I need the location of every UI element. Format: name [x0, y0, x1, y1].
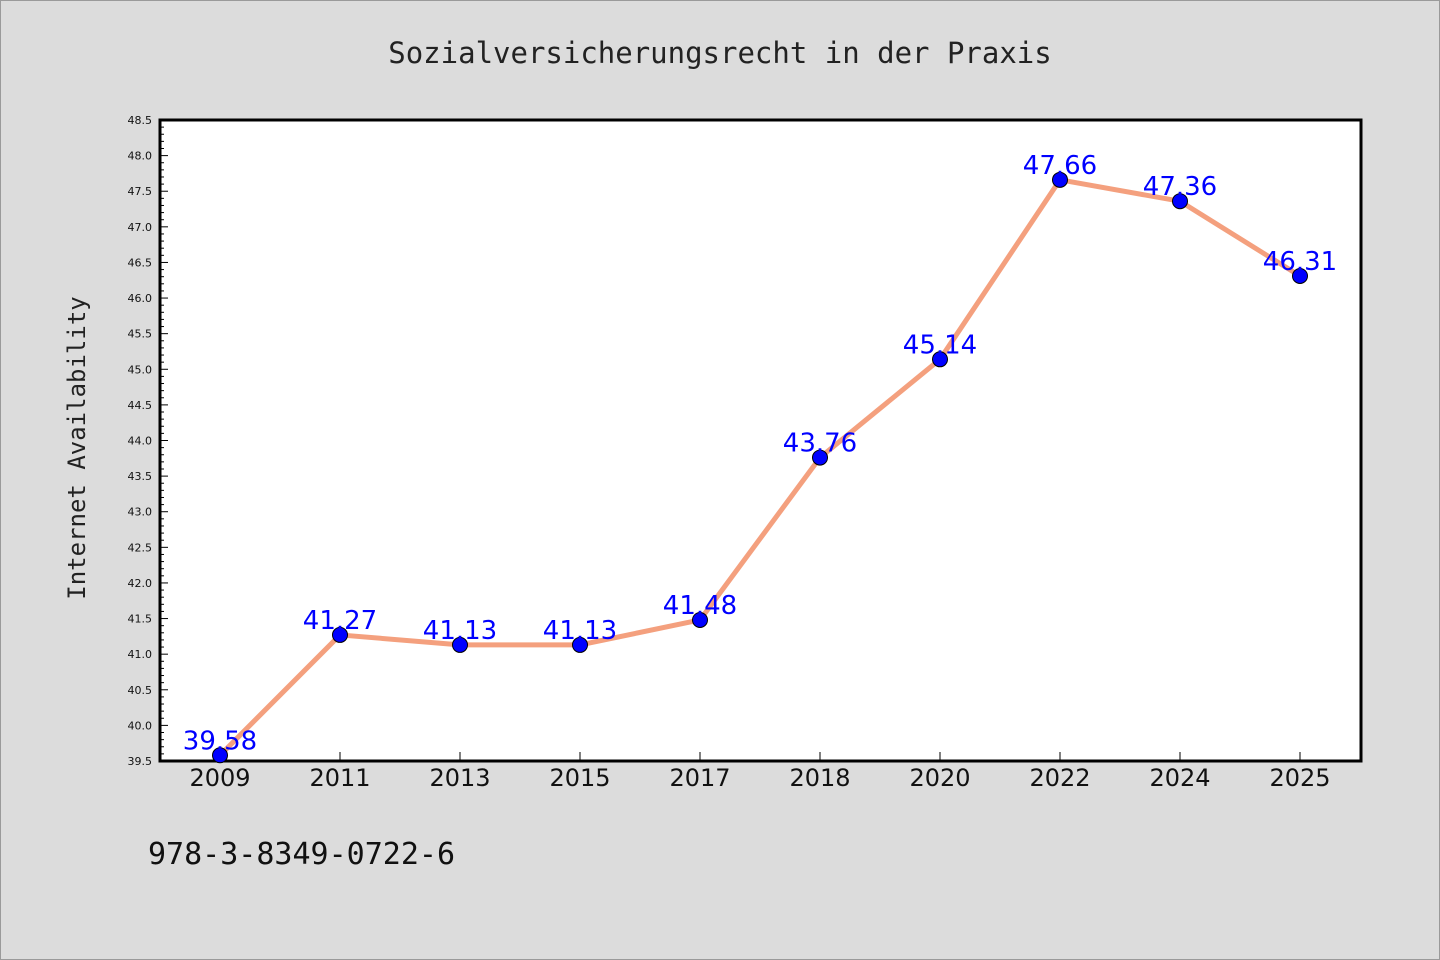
y-tick-label: 40.5: [128, 684, 153, 697]
y-tick-label: 46.5: [128, 256, 153, 269]
y-axis-label: Internet Availability: [63, 296, 91, 599]
data-label: 39.58: [183, 726, 257, 756]
y-tick-label: 48.0: [128, 150, 153, 163]
x-tick-label: 2022: [1029, 764, 1090, 792]
y-tick-label: 44.0: [128, 435, 153, 448]
data-label: 41.48: [663, 591, 737, 621]
y-tick-label: 46.0: [128, 292, 153, 305]
data-label: 41.13: [423, 616, 497, 646]
y-tick-label: 42.0: [128, 577, 153, 590]
data-point: [812, 449, 828, 466]
x-tick-label: 2025: [1269, 764, 1330, 792]
x-tick-label: 2009: [189, 764, 250, 792]
data-point: [332, 626, 348, 643]
x-tick-label: 2013: [429, 764, 490, 792]
data-point: [692, 611, 708, 628]
data-label: 47.36: [1143, 172, 1217, 202]
data-point: [932, 351, 948, 368]
data-label: 43.76: [783, 429, 857, 459]
y-tick-label: 45.0: [128, 363, 153, 376]
x-tick-label: 2015: [549, 764, 610, 792]
data-label: 47.66: [1023, 151, 1097, 181]
y-tick-label: 48.5: [128, 114, 153, 127]
data-label: 46.31: [1263, 247, 1337, 277]
data-label: 41.13: [543, 616, 617, 646]
data-point: [212, 747, 228, 764]
x-tick-label: 2018: [789, 764, 850, 792]
data-point: [1172, 193, 1188, 210]
y-tick-label: 42.5: [128, 541, 153, 554]
y-tick-label: 40.0: [128, 719, 153, 732]
x-tick-label: 2011: [309, 764, 370, 792]
data-point: [1052, 171, 1068, 188]
y-tick-label: 44.5: [128, 399, 153, 412]
y-tick-label: 47.0: [128, 221, 153, 234]
chart-title: Sozialversicherungsrecht in der Praxis: [388, 36, 1051, 70]
data-label: 45.14: [903, 330, 977, 360]
y-tick-label: 43.0: [128, 506, 153, 519]
x-tick-label: 2017: [669, 764, 730, 792]
y-tick-label: 41.0: [128, 648, 153, 661]
plot-area: [158, 118, 1363, 763]
y-tick-label: 43.5: [128, 470, 153, 483]
data-point: [572, 636, 588, 653]
isbn-footer: 978-3-8349-0722-6: [148, 837, 455, 872]
y-tick-label: 41.5: [128, 613, 153, 626]
data-point: [1292, 267, 1308, 284]
data-label: 41.27: [303, 606, 377, 636]
y-tick-label: 47.5: [128, 185, 153, 198]
series-line: [217, 177, 1303, 758]
y-axis: 39.5 40.0 40.5 41.0 41.5 42.0 42.5 43.0 43.5 44.0…: [128, 114, 168, 768]
y-tick-label: 39.5: [128, 755, 153, 768]
data-point: [452, 636, 468, 653]
x-tick-label: 2024: [1149, 764, 1210, 792]
y-tick-label: 45.5: [128, 328, 153, 341]
series-layer: 39.58 41.27 41.13 41.13 41.48 43.76 45.14 47.66…: [183, 151, 1337, 764]
x-tick-label: 2020: [909, 764, 970, 792]
x-axis: 2009 2011 2013 2015 2017 2018 2020 2022 2024 2025: [189, 752, 1331, 792]
